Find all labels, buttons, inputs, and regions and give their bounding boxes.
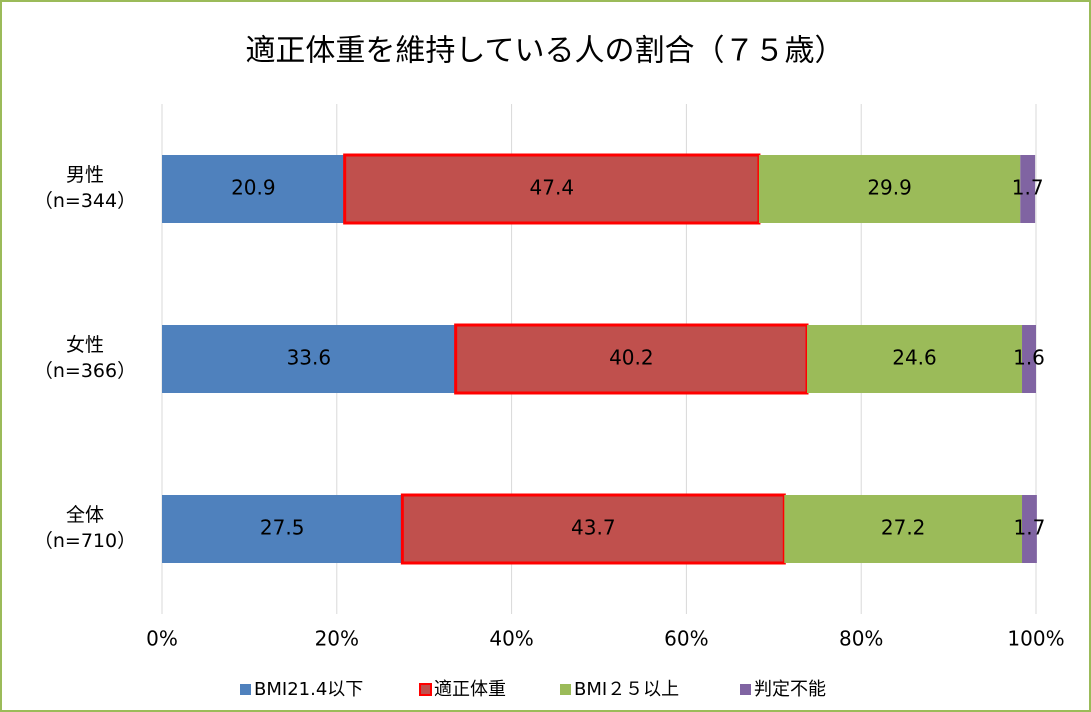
data-label: 24.6 — [892, 346, 937, 370]
data-label: 47.4 — [530, 176, 575, 200]
data-label: 33.6 — [287, 346, 332, 370]
x-tick-label: 80% — [839, 627, 883, 651]
data-label: 27.2 — [881, 516, 926, 540]
bar-segment — [1020, 155, 1036, 223]
y-tick-label: 男性 （n=344） — [33, 164, 137, 212]
data-label: 40.2 — [609, 346, 654, 370]
bar-segment — [1022, 325, 1036, 393]
legend-label: 判定不能 — [754, 679, 826, 700]
data-label: 1.7 — [1012, 176, 1044, 200]
data-label: 1.6 — [1013, 346, 1045, 370]
bar-segment — [400, 493, 786, 565]
bar-segment — [1022, 495, 1037, 563]
legend-marker — [419, 683, 432, 696]
bar-segment — [162, 495, 403, 563]
x-tick-label: 0% — [146, 627, 178, 651]
data-label: 1.7 — [1014, 516, 1046, 540]
x-tick-label: 40% — [489, 627, 533, 651]
legend-marker — [740, 684, 751, 695]
x-tick-label: 60% — [664, 627, 708, 651]
legend-label: BMI２５以上 — [574, 679, 679, 700]
data-label: 29.9 — [867, 176, 912, 200]
data-label: 20.9 — [231, 176, 276, 200]
legend-label: 適正体重 — [434, 679, 506, 700]
bar-segment — [162, 325, 456, 393]
legend-marker — [560, 684, 571, 695]
data-label: 27.5 — [260, 516, 305, 540]
legend-marker — [240, 684, 251, 695]
bar-segment — [784, 495, 1023, 563]
x-tick-label: 20% — [315, 627, 359, 651]
legend-label: BMI21.4以下 — [254, 679, 363, 700]
y-tick-label: 女性 （n=366） — [33, 334, 137, 382]
y-tick-label: 全体 （n=710） — [33, 504, 137, 552]
bar-segment — [454, 323, 809, 395]
x-tick-label: 100% — [1007, 627, 1064, 651]
bar-segment — [807, 325, 1023, 393]
chart-title: 適正体重を維持している人の割合（７５歳） — [245, 34, 844, 69]
data-label: 43.7 — [571, 516, 616, 540]
bar-segment — [758, 155, 1021, 223]
bar-segment — [162, 155, 345, 223]
